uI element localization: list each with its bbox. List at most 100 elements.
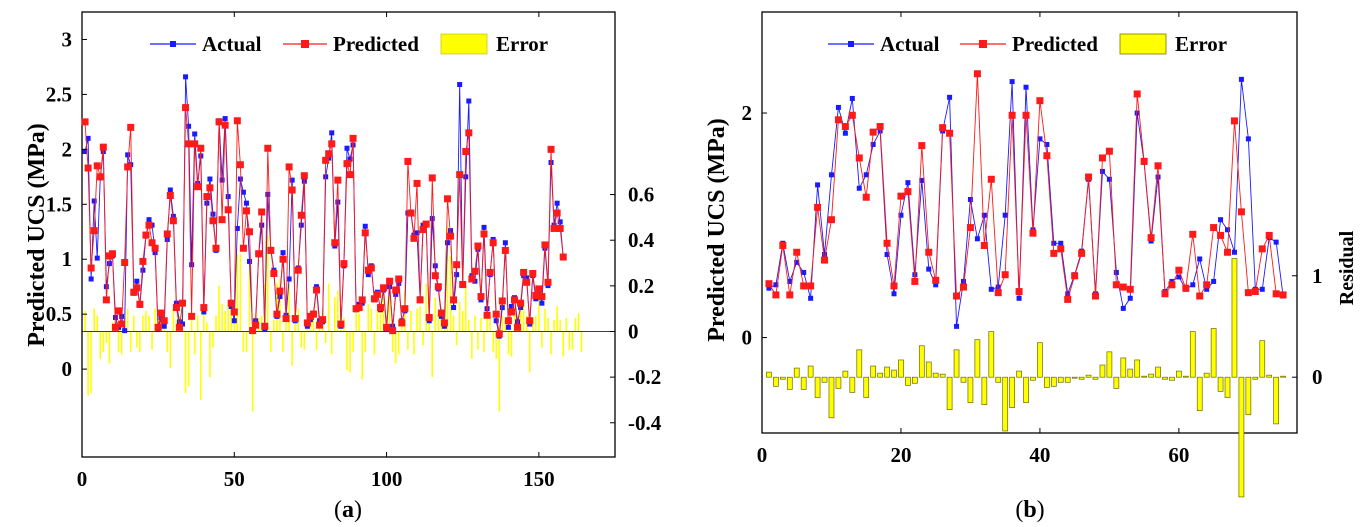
predicted-point-a [498,297,506,305]
error-bar-a [574,317,577,332]
error-bar-a [477,331,479,350]
predicted-point-a [227,299,235,307]
x-tick-label-b-0: 0 [757,443,768,467]
predicted-point-b [1244,289,1252,297]
actual-point-b [1245,136,1251,142]
actual-point-b [954,323,960,329]
predicted-point-b [925,248,933,256]
predicted-point-a [343,160,351,168]
error-bar-a [492,331,494,353]
error-bar-a [151,331,153,350]
error-bar-b [835,376,842,389]
predicted-point-a [258,208,266,216]
error-bar-a [379,308,382,332]
predicted-point-a [96,173,104,181]
predicted-point-a [148,239,156,247]
predicted-point-a [510,296,518,304]
predicted-point-a [203,193,211,201]
actual-point-b [1113,269,1119,275]
error-bar-b [1106,351,1113,378]
predicted-point-b [855,154,863,162]
predicted-point-a [242,207,250,215]
actual-point-a [88,276,94,282]
error-bar-a [327,283,330,332]
predicted-point-a [261,322,269,330]
error-bar-a [471,331,473,359]
actual-point-a [454,272,460,278]
predicted-point-b [772,291,780,299]
error-bar-a [288,283,290,332]
error-bar-a [428,317,431,332]
predicted-point-a [410,234,418,242]
error-bar-a [136,331,138,348]
predicted-point-a [188,312,196,320]
error-bar-a [413,331,415,355]
predicted-point-a [169,217,177,225]
predicted-point-a [373,290,381,298]
error-bar-a [236,253,239,332]
predicted-point-a [547,145,555,153]
actual-point-a [298,222,304,228]
actual-point-b [856,185,862,191]
legend-predicted-marker-a [301,40,309,48]
error-bar-a [108,331,111,364]
error-bar-a [410,310,412,332]
predicted-point-a [145,221,153,229]
predicted-point-a [340,260,348,268]
error-bar-b [912,376,918,384]
error-bar-a [528,331,531,373]
predicted-point-a [459,280,467,288]
predicted-point-a [501,246,509,254]
predicted-point-a [300,172,308,180]
panel-a-legend: Actual Predicted Error [150,32,548,56]
predicted-point-b [1064,295,1072,303]
error-bar-b [828,376,835,419]
predicted-point-b [1217,231,1225,239]
actual-point-a [463,174,469,180]
error-bar-b [1092,376,1099,380]
predicted-point-b [966,224,974,232]
predicted-point-a [136,300,144,308]
predicted-point-a [115,307,123,315]
error-bar-b [1252,376,1259,380]
actual-point-b [1225,227,1231,233]
actual-point-b [933,282,939,288]
actual-point-b [1176,274,1182,280]
predicted-point-a [124,163,132,171]
actual-point-b [870,141,876,147]
actual-point-a [457,82,463,88]
predicted-point-a [553,209,561,217]
actual-point-a [207,176,213,182]
actual-point-b [1238,76,1244,82]
error-bar-b [953,349,960,378]
error-bar-a [193,331,196,355]
actual-point-a [234,225,240,231]
error-bar-b [766,371,772,378]
error-bar-a [480,317,482,332]
error-bar-a [437,313,440,332]
predicted-point-b [939,124,947,132]
error-bar-a [90,331,92,394]
predicted-point-b [814,203,822,211]
predicted-point-a [102,296,110,304]
error-bar-a [388,294,391,332]
predicted-point-b [807,282,815,290]
predicted-point-a [233,117,241,125]
predicted-point-b [1140,157,1148,165]
error-bar-a [346,331,348,371]
predicted-point-a [465,129,473,137]
error-bar-b [1064,376,1071,383]
error-bar-a [547,317,549,332]
predicted-point-a [185,140,193,148]
predicted-point-b [1175,266,1183,274]
error-bar-b [1071,376,1078,379]
error-bar-b [884,366,890,378]
predicted-point-a [376,304,384,312]
predicted-point-a [236,161,244,169]
predicted-point-a [504,317,512,325]
predicted-point-a [303,319,311,327]
predicted-point-a [422,220,430,228]
actual-point-b [1190,282,1196,288]
predicted-point-b [1237,208,1245,216]
error-bar-a [489,315,491,332]
